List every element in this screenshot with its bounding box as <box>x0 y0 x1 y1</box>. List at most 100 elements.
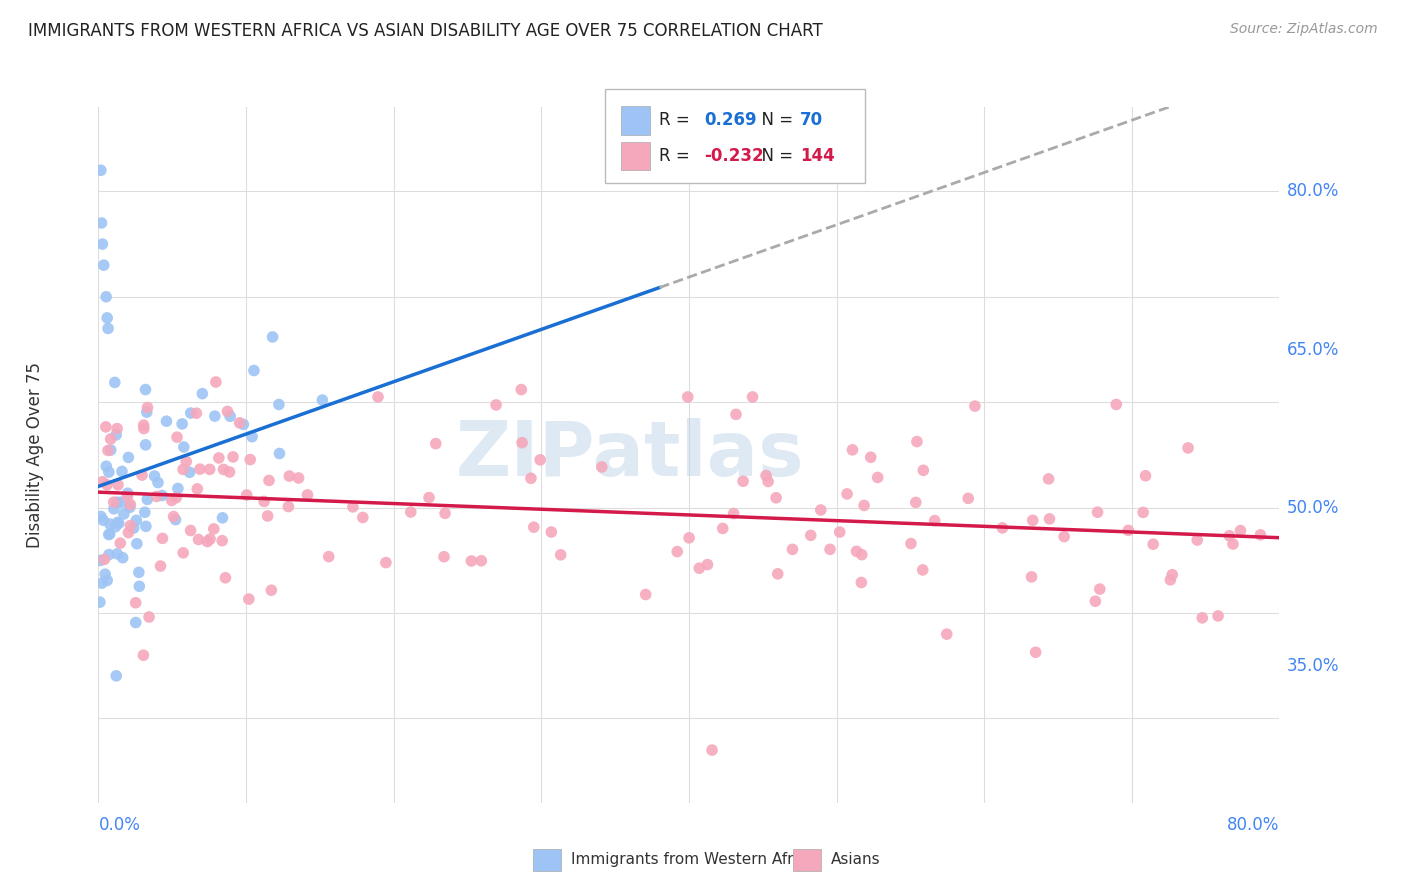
Point <box>125 513 148 527</box>
Point <box>460 554 482 568</box>
Point <box>222 450 245 464</box>
Point <box>243 363 266 377</box>
Point <box>219 409 242 424</box>
Point <box>96 459 118 474</box>
Point <box>103 501 125 516</box>
Point <box>110 536 132 550</box>
Point <box>105 495 128 509</box>
Point <box>859 450 882 465</box>
Point <box>318 549 340 564</box>
Point <box>1132 505 1154 519</box>
Point <box>120 518 142 533</box>
Point <box>146 475 169 490</box>
Point <box>666 544 689 558</box>
Text: 0.0%: 0.0% <box>98 816 141 834</box>
Point <box>1187 533 1209 547</box>
Point <box>741 390 763 404</box>
Point <box>1084 594 1107 608</box>
Point <box>723 507 745 521</box>
Point <box>311 393 333 408</box>
Point <box>269 446 291 460</box>
Point <box>198 462 221 476</box>
Point <box>100 432 122 446</box>
Point <box>94 420 117 434</box>
Point <box>866 470 889 484</box>
Point <box>634 588 657 602</box>
Point <box>756 475 779 489</box>
Point <box>128 579 150 593</box>
Point <box>155 414 177 428</box>
Point <box>1191 611 1213 625</box>
Point <box>1222 537 1244 551</box>
Text: IMMIGRANTS FROM WESTERN AFRICA VS ASIAN DISABILITY AGE OVER 75 CORRELATION CHART: IMMIGRANTS FROM WESTERN AFRICA VS ASIAN … <box>28 22 823 40</box>
Point <box>218 465 240 479</box>
Point <box>134 383 156 397</box>
Point <box>904 495 927 509</box>
Point <box>167 482 190 496</box>
Point <box>117 486 139 500</box>
Point <box>172 546 194 560</box>
Point <box>211 533 233 548</box>
Point <box>91 475 114 489</box>
Point <box>678 531 700 545</box>
Point <box>162 509 184 524</box>
Point <box>1159 573 1181 587</box>
Text: 50.0%: 50.0% <box>1286 499 1339 516</box>
Point <box>766 566 789 581</box>
Point <box>217 404 239 418</box>
Point <box>1229 524 1251 538</box>
Point <box>212 462 235 476</box>
Point <box>239 452 262 467</box>
Point <box>591 460 613 475</box>
Point <box>105 421 128 435</box>
Point <box>90 216 112 230</box>
Point <box>93 552 115 566</box>
Point <box>166 430 188 444</box>
Point <box>134 505 156 519</box>
Point <box>841 442 863 457</box>
Point <box>262 330 284 344</box>
Point <box>900 536 922 550</box>
Point <box>529 453 551 467</box>
Point <box>510 383 533 397</box>
Point <box>91 513 114 527</box>
Point <box>186 406 208 420</box>
Point <box>260 583 283 598</box>
Point <box>765 491 787 505</box>
Text: N =: N = <box>751 112 799 129</box>
Point <box>93 258 115 272</box>
Point <box>696 558 718 572</box>
Point <box>957 491 980 506</box>
Point <box>90 509 112 524</box>
Point <box>253 494 276 508</box>
Point <box>510 435 533 450</box>
Text: Disability Age Over 75: Disability Age Over 75 <box>27 362 44 548</box>
Point <box>228 416 250 430</box>
Point <box>724 408 747 422</box>
Point <box>1206 609 1229 624</box>
Point <box>905 434 928 449</box>
Point <box>105 547 128 561</box>
Point <box>117 490 139 504</box>
Point <box>1161 567 1184 582</box>
Point <box>1249 528 1271 542</box>
Point <box>104 519 127 533</box>
Point <box>267 397 290 411</box>
Point <box>145 490 167 504</box>
Text: 144: 144 <box>800 147 835 165</box>
Point <box>1135 468 1157 483</box>
Point <box>733 474 755 488</box>
Point <box>991 521 1014 535</box>
Text: R =: R = <box>659 112 696 129</box>
Point <box>540 524 562 539</box>
Text: 80.0%: 80.0% <box>1227 816 1279 834</box>
Point <box>188 462 211 476</box>
Point <box>165 513 187 527</box>
Point <box>1218 529 1240 543</box>
Point <box>1025 645 1047 659</box>
Point <box>117 450 139 465</box>
Point <box>132 421 155 435</box>
Point <box>240 430 263 444</box>
Point <box>236 488 259 502</box>
Point <box>107 516 129 530</box>
